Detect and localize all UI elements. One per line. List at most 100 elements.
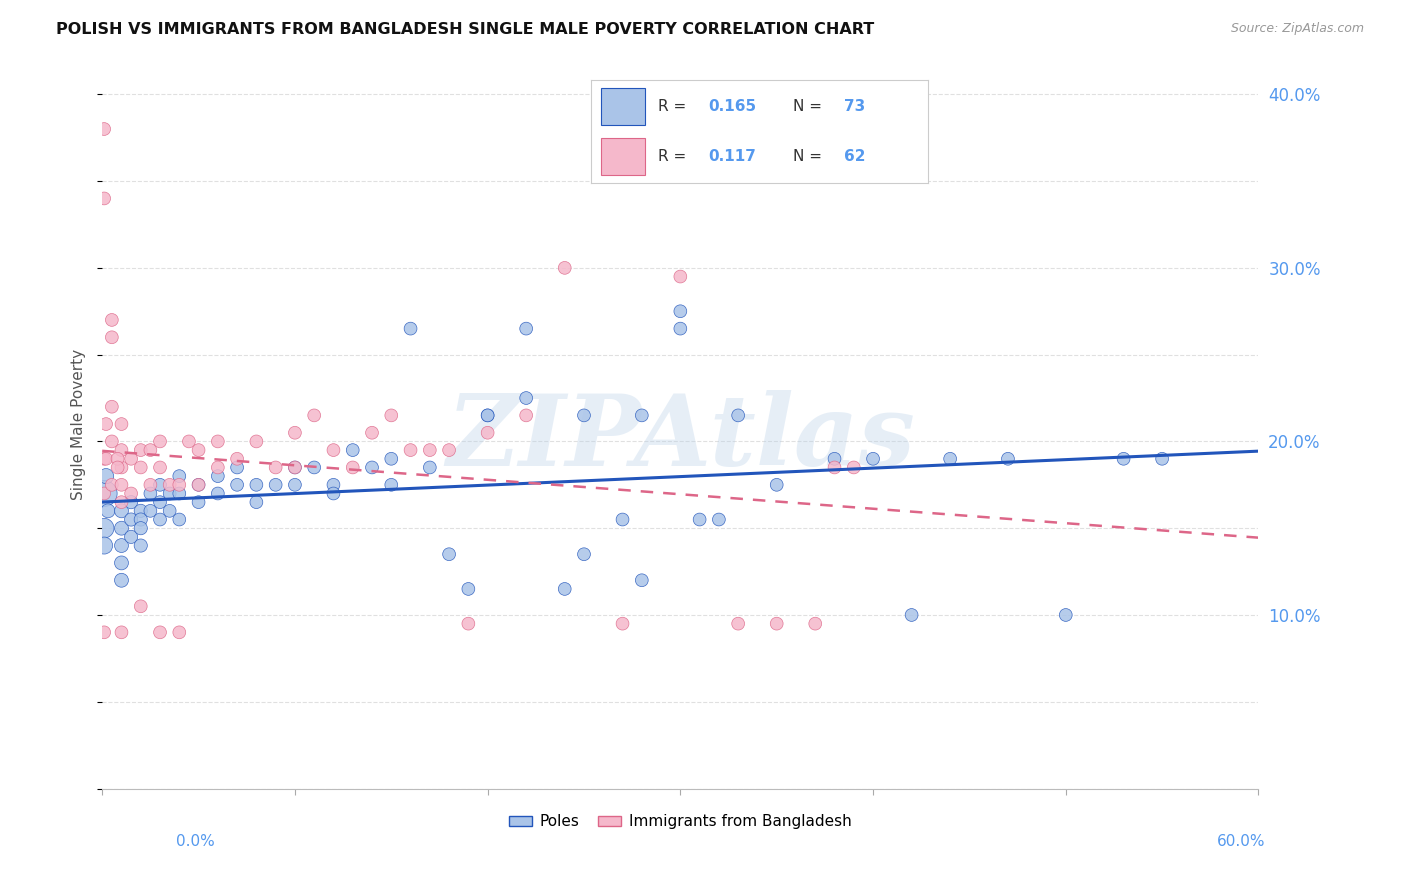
Point <box>110 417 132 431</box>
Point <box>245 434 267 449</box>
Point <box>129 521 152 535</box>
Point <box>399 321 422 335</box>
Point <box>107 460 129 475</box>
Point <box>169 512 191 526</box>
Point <box>342 460 364 475</box>
Point <box>93 625 115 640</box>
Point <box>207 434 229 449</box>
Text: 73: 73 <box>844 99 865 114</box>
Point <box>169 486 191 500</box>
Point <box>207 460 229 475</box>
Point <box>342 443 364 458</box>
Point <box>110 625 132 640</box>
Point <box>94 417 117 431</box>
Point <box>824 460 846 475</box>
Point <box>226 460 249 475</box>
Point <box>572 547 595 561</box>
Point <box>159 504 181 518</box>
Point <box>515 391 537 405</box>
Bar <box>600 137 644 175</box>
Point <box>129 512 152 526</box>
Point <box>284 425 307 440</box>
Point <box>765 616 787 631</box>
Point <box>380 478 402 492</box>
Point <box>110 443 132 458</box>
Point <box>322 486 344 500</box>
Point <box>101 434 124 449</box>
Point <box>669 321 692 335</box>
Point <box>139 486 162 500</box>
Point <box>94 451 117 466</box>
Point <box>554 582 576 596</box>
Point <box>669 269 692 284</box>
Point <box>101 330 124 344</box>
Point <box>727 409 749 423</box>
Text: 62: 62 <box>844 149 865 164</box>
Point <box>226 451 249 466</box>
Point <box>93 486 115 500</box>
Point <box>361 460 384 475</box>
Point <box>997 451 1019 466</box>
Point <box>93 486 115 500</box>
Point <box>169 478 191 492</box>
Point <box>1112 451 1135 466</box>
Point <box>457 582 479 596</box>
Point <box>149 460 172 475</box>
Point <box>264 478 287 492</box>
Point <box>149 625 172 640</box>
Text: N =: N = <box>793 99 823 114</box>
Point <box>572 409 595 423</box>
Text: 0.165: 0.165 <box>709 99 756 114</box>
Point <box>477 409 499 423</box>
Point <box>207 469 229 483</box>
Point <box>93 539 115 553</box>
Text: R =: R = <box>658 149 686 164</box>
Point <box>129 599 152 614</box>
Point <box>120 451 142 466</box>
Point <box>101 400 124 414</box>
Point <box>139 504 162 518</box>
Point <box>630 574 652 588</box>
Point <box>437 547 460 561</box>
Point <box>120 530 142 544</box>
Point <box>187 495 209 509</box>
Point <box>177 434 200 449</box>
Point <box>727 616 749 631</box>
Point <box>107 451 129 466</box>
Point <box>264 460 287 475</box>
Y-axis label: Single Male Poverty: Single Male Poverty <box>72 349 86 500</box>
Point <box>93 191 115 205</box>
Point <box>149 434 172 449</box>
Point <box>245 478 267 492</box>
Point <box>322 443 344 458</box>
Point <box>226 478 249 492</box>
Point <box>159 478 181 492</box>
Point <box>110 460 132 475</box>
Point <box>129 443 152 458</box>
Point <box>419 443 441 458</box>
Point <box>361 425 384 440</box>
Point <box>707 512 730 526</box>
Point <box>139 478 162 492</box>
Point <box>284 478 307 492</box>
Point <box>101 478 124 492</box>
Point <box>110 539 132 553</box>
Point <box>149 495 172 509</box>
Point <box>169 625 191 640</box>
Point <box>101 313 124 327</box>
Point <box>515 321 537 335</box>
Point <box>149 512 172 526</box>
Point <box>129 460 152 475</box>
Point <box>93 451 115 466</box>
Point <box>93 122 115 136</box>
Text: 60.0%: 60.0% <box>1218 834 1265 849</box>
Point <box>93 521 115 535</box>
Point <box>630 409 652 423</box>
Bar <box>600 88 644 126</box>
Point <box>900 607 922 622</box>
Point <box>149 478 172 492</box>
Point <box>129 539 152 553</box>
Point <box>110 478 132 492</box>
Point <box>110 556 132 570</box>
Point <box>457 616 479 631</box>
